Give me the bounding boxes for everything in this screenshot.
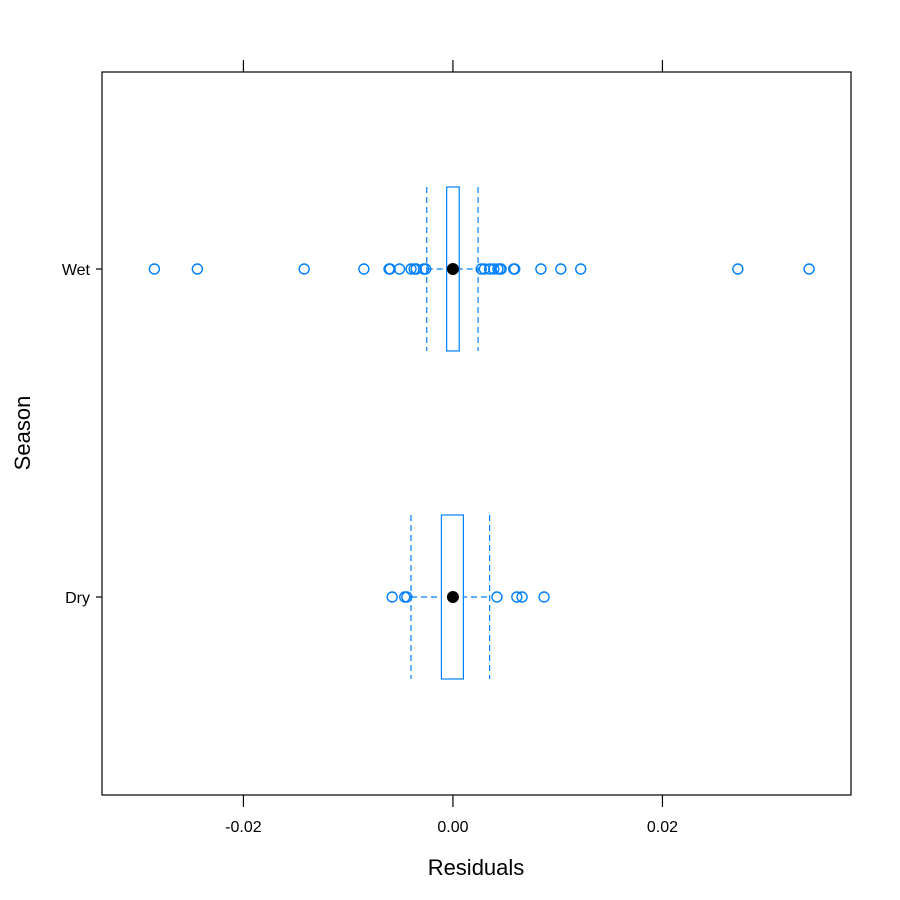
- outlier-point-wet: [555, 263, 567, 275]
- outlier-point-wet: [191, 263, 204, 275]
- outlier-point-dry: [491, 591, 503, 603]
- outlier-point-wet: [148, 263, 161, 275]
- box-group-dry: [386, 514, 550, 680]
- y-tick-label-wet: Wet: [62, 262, 91, 279]
- outlier-point-wet: [535, 263, 547, 275]
- x-tick-label: 0.00: [437, 819, 468, 836]
- outlier-point-wet: [298, 263, 310, 275]
- axes: Wet Dry -0.02 0.00 0.02: [62, 60, 678, 836]
- outlier-point-wet: [488, 263, 500, 275]
- x-tick-label: -0.02: [225, 819, 262, 836]
- median-dot-dry: [446, 591, 459, 603]
- x-tick-label: 0.02: [647, 819, 678, 836]
- outlier-point-wet: [419, 263, 432, 275]
- plot-marks: [148, 186, 815, 680]
- y-axis-title: Season: [10, 396, 35, 471]
- outlier-point-wet: [405, 263, 417, 275]
- box-group-wet: [148, 186, 815, 352]
- outlier-point-wet: [393, 263, 406, 275]
- outlier-point-wet: [732, 263, 744, 275]
- outlier-point-dry: [538, 591, 550, 603]
- plot-frame: [101, 71, 852, 796]
- outlier-point-dry: [511, 591, 523, 603]
- outlier-point-dry: [386, 591, 398, 603]
- outlier-point-wet: [575, 263, 587, 275]
- outlier-point-dry: [516, 591, 528, 603]
- y-tick-label-dry: Dry: [65, 590, 90, 607]
- outlier-point-wet: [509, 263, 521, 275]
- x-axis-title: Residuals: [428, 855, 525, 880]
- median-dot-wet: [446, 263, 459, 275]
- outlier-point-wet: [495, 263, 507, 275]
- outlier-point-wet: [803, 263, 815, 275]
- outlier-point-dry: [401, 591, 413, 603]
- outlier-point-wet: [475, 263, 487, 275]
- outlier-point-wet: [358, 263, 370, 275]
